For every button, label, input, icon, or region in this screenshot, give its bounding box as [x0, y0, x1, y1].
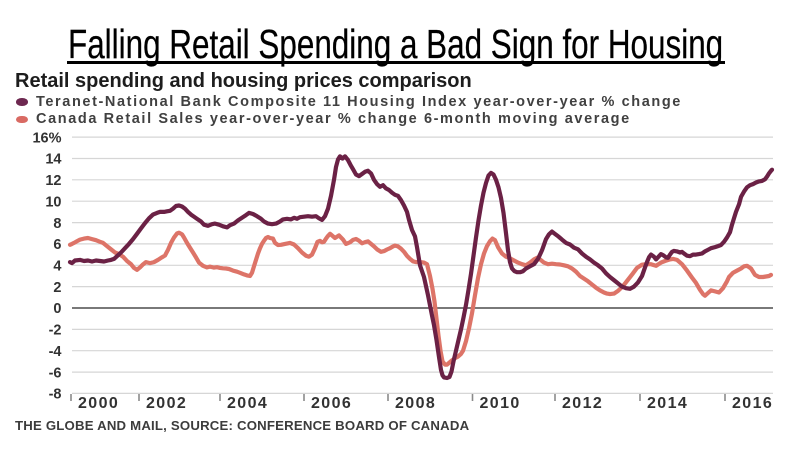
- svg-text:-6: -6: [49, 365, 62, 381]
- svg-text:2006: 2006: [311, 395, 352, 412]
- svg-text:12: 12: [45, 173, 61, 189]
- svg-text:4: 4: [53, 259, 61, 275]
- svg-text:14: 14: [45, 152, 61, 168]
- svg-text:6: 6: [53, 237, 61, 253]
- svg-text:2: 2: [53, 280, 61, 296]
- svg-text:8: 8: [53, 216, 61, 232]
- svg-text:-8: -8: [49, 387, 62, 403]
- svg-text:2002: 2002: [146, 395, 187, 412]
- svg-text:2012: 2012: [562, 395, 603, 412]
- svg-text:10: 10: [45, 194, 61, 210]
- svg-text:2014: 2014: [647, 395, 688, 412]
- svg-text:2008: 2008: [395, 395, 436, 412]
- svg-text:2004: 2004: [227, 395, 268, 412]
- svg-text:2016: 2016: [732, 395, 773, 412]
- svg-text:-2: -2: [49, 323, 62, 339]
- svg-text:0: 0: [53, 301, 61, 317]
- svg-text:-4: -4: [49, 344, 62, 360]
- svg-text:2000: 2000: [78, 395, 119, 412]
- svg-text:2010: 2010: [480, 395, 521, 412]
- svg-text:16%: 16%: [32, 130, 61, 146]
